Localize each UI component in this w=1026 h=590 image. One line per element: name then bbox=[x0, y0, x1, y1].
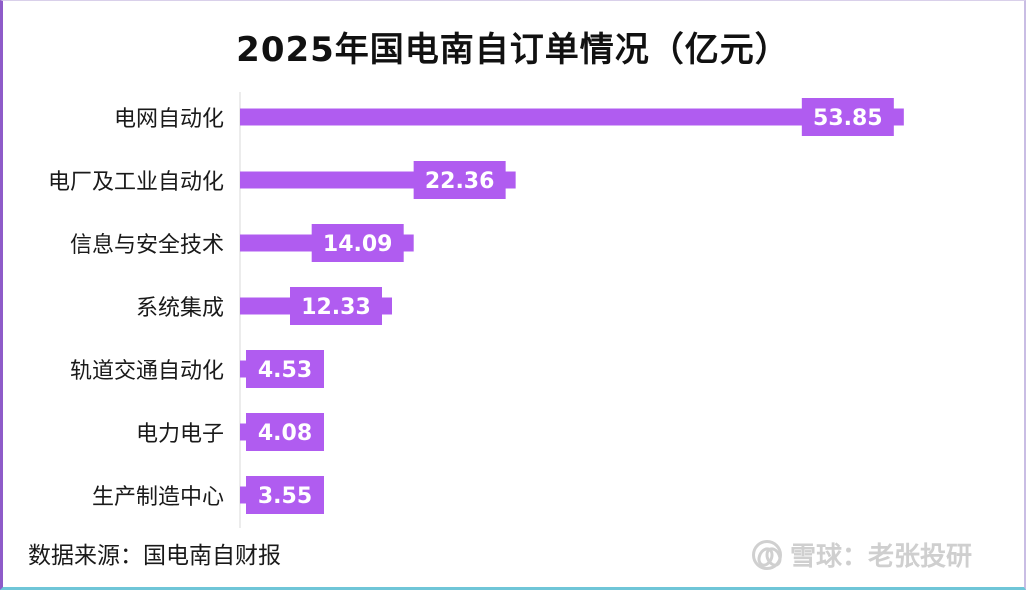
value-label: 22.36 bbox=[425, 169, 495, 194]
category-label: 系统集成 bbox=[136, 296, 224, 321]
value-label-box bbox=[246, 476, 324, 514]
value-label-box bbox=[801, 98, 894, 136]
xueqiu-logo-icon bbox=[752, 539, 782, 570]
chart-title: 2025年国电南自订单情况（亿元） bbox=[236, 30, 790, 70]
category-label: 电厂及工业自动化 bbox=[48, 170, 224, 195]
category-label: 信息与安全技术 bbox=[70, 233, 224, 258]
value-label-box bbox=[246, 350, 324, 388]
bar bbox=[240, 108, 904, 126]
watermark-text: 雪球：老张投研 bbox=[790, 542, 973, 572]
value-label: 3.55 bbox=[258, 484, 312, 509]
watermark: 雪球：老张投研 bbox=[752, 536, 972, 573]
category-label: 生产制造中心 bbox=[92, 485, 224, 510]
value-label: 4.08 bbox=[258, 421, 312, 446]
value-label: 12.33 bbox=[301, 295, 371, 320]
data-source-note: 数据来源：国电南自财报 bbox=[28, 543, 281, 569]
value-label: 53.85 bbox=[813, 106, 883, 131]
category-label: 电力电子 bbox=[136, 422, 224, 447]
value-label: 4.53 bbox=[258, 358, 312, 383]
value-label-box bbox=[413, 161, 506, 199]
value-label: 14.09 bbox=[323, 232, 393, 257]
value-label-box bbox=[289, 287, 382, 325]
value-label-box bbox=[311, 224, 404, 262]
category-label: 轨道交通自动化 bbox=[70, 359, 224, 384]
value-label-box bbox=[246, 413, 324, 451]
category-label: 电网自动化 bbox=[114, 107, 224, 132]
